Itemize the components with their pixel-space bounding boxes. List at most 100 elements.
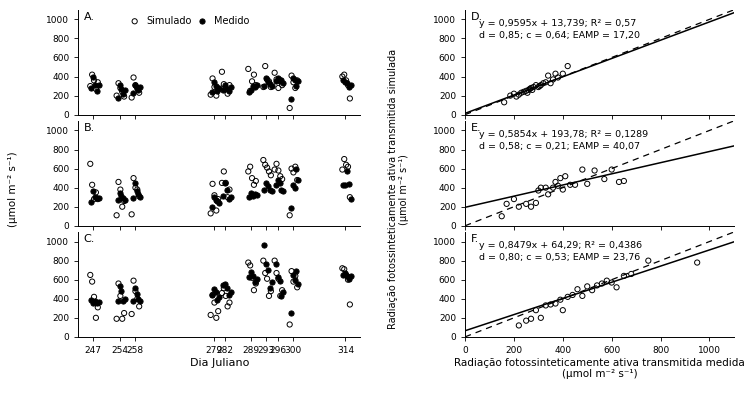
Point	[270, 261, 282, 268]
Point	[343, 181, 355, 187]
Point	[112, 297, 124, 304]
Point	[209, 83, 221, 89]
Point	[221, 91, 233, 97]
Point	[276, 287, 288, 293]
Point	[127, 74, 139, 81]
Point	[87, 188, 99, 195]
Point	[343, 84, 355, 90]
Point	[127, 297, 139, 304]
Point	[525, 85, 537, 91]
Point	[272, 274, 284, 280]
Point	[265, 84, 277, 90]
Point	[526, 87, 538, 93]
Point	[216, 180, 228, 186]
Point	[112, 94, 124, 100]
Text: A.: A.	[84, 12, 95, 22]
Point	[92, 79, 104, 85]
Point	[246, 275, 258, 281]
Text: Medido: Medido	[214, 16, 249, 26]
Point	[341, 80, 353, 86]
Point	[527, 84, 539, 90]
Point	[520, 318, 532, 324]
Point	[88, 196, 100, 202]
Point	[212, 196, 224, 202]
Point	[212, 297, 224, 303]
Point	[220, 85, 232, 91]
Point	[340, 162, 352, 168]
Point	[116, 89, 128, 95]
Point	[338, 266, 350, 272]
Point	[213, 200, 225, 206]
Point	[542, 72, 554, 79]
Point	[550, 300, 562, 307]
Point	[112, 80, 124, 86]
Point	[270, 270, 282, 276]
Point	[115, 86, 127, 92]
Point	[206, 292, 218, 298]
Text: Simulado: Simulado	[146, 16, 191, 26]
Point	[119, 296, 131, 302]
Point	[557, 186, 568, 193]
Point	[205, 91, 217, 98]
Point	[273, 167, 285, 174]
Point	[276, 293, 288, 299]
Point	[618, 178, 630, 184]
Point	[562, 63, 574, 69]
Point	[112, 179, 124, 185]
Point	[247, 273, 259, 279]
Point	[292, 78, 304, 84]
Point	[224, 299, 235, 306]
Point	[206, 75, 218, 82]
Point	[112, 281, 124, 287]
Point	[127, 195, 139, 201]
Point	[292, 281, 304, 287]
Point	[250, 281, 261, 287]
Point	[208, 286, 220, 292]
Point	[249, 191, 261, 197]
Point	[257, 258, 269, 264]
Point	[552, 74, 564, 81]
Point	[530, 307, 542, 313]
Point	[259, 186, 270, 193]
Point	[284, 212, 296, 218]
Point	[244, 88, 256, 94]
Point	[114, 82, 126, 88]
Point	[340, 272, 352, 278]
Point	[244, 194, 256, 200]
Point	[133, 193, 145, 199]
Point	[564, 182, 576, 188]
Point	[84, 161, 96, 167]
Point	[224, 186, 235, 193]
Point	[535, 82, 547, 88]
Point	[266, 83, 278, 89]
Point	[90, 189, 102, 195]
Text: y = 0,5854x + 193,78; R² = 0,1289: y = 0,5854x + 193,78; R² = 0,1289	[478, 130, 647, 139]
Point	[337, 182, 349, 188]
Point	[221, 303, 233, 310]
Point	[270, 78, 282, 84]
Point	[276, 186, 288, 193]
Point	[224, 82, 235, 88]
Point	[345, 273, 357, 279]
Point	[244, 274, 256, 280]
Text: E.: E.	[470, 123, 481, 133]
Point	[265, 172, 277, 178]
Point	[520, 88, 532, 94]
Point	[272, 177, 284, 183]
Point	[337, 73, 349, 80]
Point	[242, 259, 254, 266]
Point	[344, 194, 356, 200]
Point	[577, 166, 589, 173]
Point	[133, 87, 145, 93]
Point	[343, 275, 355, 282]
Point	[134, 297, 146, 304]
Point	[600, 277, 612, 284]
Point	[341, 273, 353, 279]
Text: d = 0,85; c = 0,64; EAMP = 17,20: d = 0,85; c = 0,64; EAMP = 17,20	[478, 31, 639, 40]
Point	[206, 89, 218, 95]
X-axis label: Dia Juliano: Dia Juliano	[190, 358, 249, 368]
Point	[93, 195, 105, 201]
Point	[212, 198, 224, 204]
Point	[287, 182, 299, 188]
Point	[537, 80, 549, 86]
